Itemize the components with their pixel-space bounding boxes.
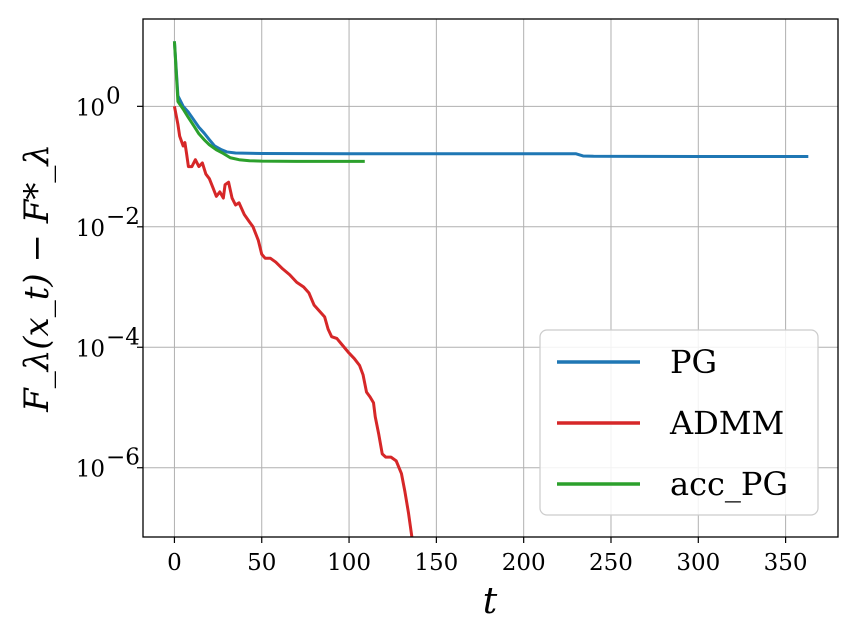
legend-label: acc_PG (670, 465, 788, 503)
x-tick-label: 200 (502, 550, 546, 576)
x-tick-label: 350 (764, 550, 808, 576)
legend-box (539, 329, 819, 516)
x-tick-label: 250 (589, 550, 633, 576)
y-tick-exponent: −2 (106, 204, 140, 230)
x-tick-label: 100 (327, 550, 371, 576)
legend-item: acc_PG (557, 465, 788, 503)
y-tick-label: 10 −2 (76, 204, 140, 242)
series-line-acc-pg (172, 41, 365, 163)
y-tick-exponent: 0 (106, 83, 121, 109)
y-tick-exponent: −6 (106, 445, 140, 471)
legend-items: PG ADMM acc_PG (557, 343, 788, 503)
x-axis-ticks: 0 50 100 150 200 250 300 350 (167, 537, 808, 576)
x-axis-title: t (483, 581, 498, 622)
series-line-admm (172, 106, 414, 537)
plot-frame (142, 18, 839, 538)
legend-label: ADMM (669, 404, 784, 442)
legend-item: PG (557, 343, 717, 381)
y-tick-label: 10 0 (76, 83, 121, 121)
x-tick-label: 50 (247, 550, 276, 576)
legend-item: ADMM (557, 404, 784, 442)
series-lines (172, 41, 809, 537)
legend: PG ADMM acc_PG (539, 329, 819, 516)
y-axis-title: F_λ(x_t) − F*_λ (17, 144, 57, 413)
y-tick-base: 10 (76, 457, 105, 483)
series-line-pg (172, 41, 809, 158)
x-tick-label: 0 (167, 550, 182, 576)
legend-label: PG (670, 343, 717, 381)
y-tick-base: 10 (76, 95, 105, 121)
x-tick-label: 150 (414, 550, 458, 576)
y-tick-base: 10 (76, 216, 105, 242)
y-tick-label: 10 −4 (76, 324, 140, 362)
x-tick-label: 300 (676, 550, 720, 576)
y-tick-exponent: −4 (106, 324, 140, 350)
y-tick-base: 10 (76, 336, 105, 362)
y-tick-label: 10 −6 (76, 445, 140, 483)
